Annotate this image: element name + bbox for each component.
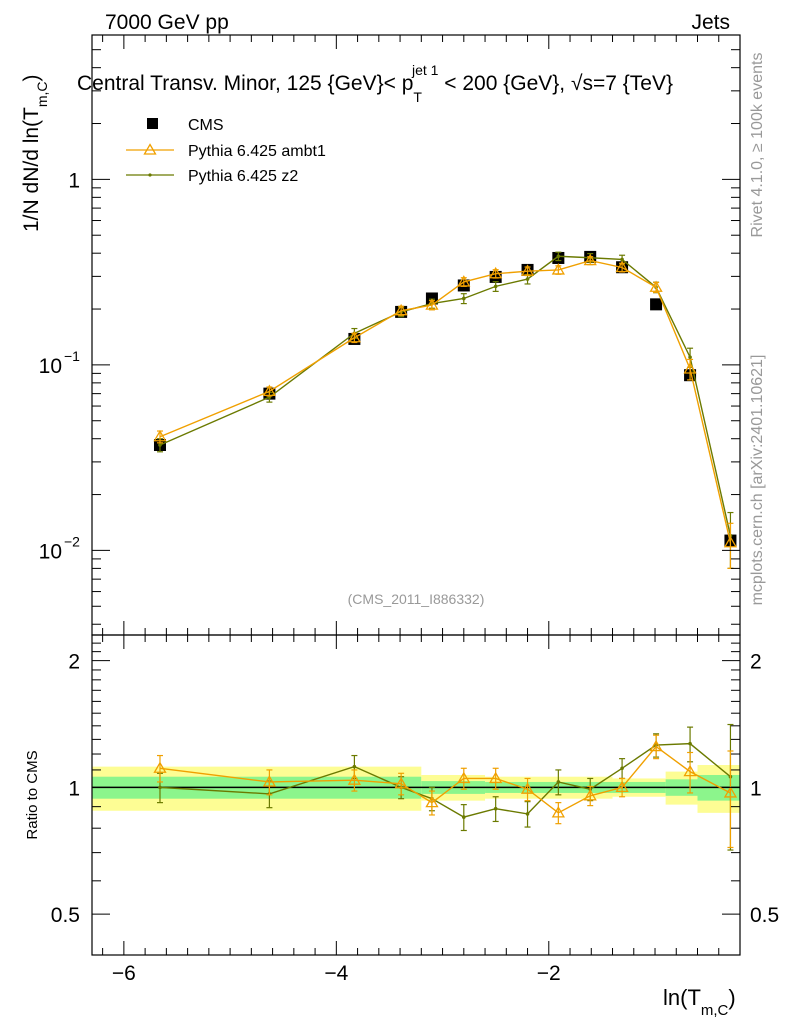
ambt1-main-point: [551, 263, 565, 275]
ambt1-main-point: [262, 384, 277, 397]
x-tick-label: −4: [324, 962, 348, 985]
legend-label-z2: Pythia 6.425 z2: [188, 168, 298, 185]
legend-marker-z2: [148, 173, 152, 177]
ratio-plot-frame: [91, 634, 741, 956]
z2-main-line: [159, 255, 732, 536]
cms-data-point: [650, 298, 663, 311]
ambt1-main-line: [159, 259, 732, 543]
plot-title-sup: jet 1: [411, 62, 439, 78]
ambt1-ratio-point: [425, 795, 439, 808]
ambt1-ratio-point: [347, 773, 362, 785]
z2-ratio-point: [462, 815, 466, 819]
x-axis-label-text: ln(T: [663, 985, 701, 1010]
z2-main-point: [556, 254, 561, 259]
ambt1-main-point: [583, 253, 597, 266]
ambt1-main-point: [520, 264, 535, 276]
ambt1-ratio-point: [615, 780, 629, 793]
ambt1-ratio-line: [159, 745, 731, 814]
z2-ratio-point: [493, 806, 498, 811]
legend-marker-ambt1: [143, 143, 157, 155]
y-ratio-tick-label-left: 1: [68, 777, 80, 800]
header-left: 7000 GeV pp: [105, 11, 229, 34]
y-ratio-tick-label-left: 0.5: [51, 904, 80, 927]
legend-label-cms: CMS: [188, 117, 224, 134]
analysis-reference: (CMS_2011_I886332): [348, 591, 485, 607]
ambt1-ratio-point: [683, 764, 697, 777]
side-label-mcplots: mcplots.cern.ch [arXiv:2401.10621]: [749, 355, 766, 606]
z2-ratio-point: [158, 785, 162, 790]
ambt1-ratio-point: [520, 782, 535, 794]
z2-main-point: [688, 355, 692, 360]
y-axis-label-ratio: Ratio to CMS: [24, 750, 41, 839]
x-axis-label-close: ): [728, 985, 735, 1010]
z2-ratio-point: [525, 812, 530, 816]
ambt1-ratio-point: [723, 786, 738, 798]
y-main-tick-exponent: −2: [64, 533, 80, 549]
y-axis-label-main-text: 1/N dN/d ln(T: [20, 107, 43, 232]
y-axis-label-main: 1/N dN/d ln(Tm,C): [20, 74, 50, 232]
y-main-tick-label: 1: [68, 169, 80, 192]
ambt1-main-point: [683, 362, 697, 374]
ambt1-ratio-point: [457, 771, 471, 784]
x-axis-label-sub: m,C: [701, 1002, 729, 1019]
z2-ratio-point: [556, 780, 561, 784]
y-main-tick-label: 10: [39, 540, 62, 563]
y-main-tick-exponent: −1: [64, 348, 80, 364]
z2-ratio-point: [620, 766, 624, 771]
legend: CMS Pythia 6.425 ambt1 Pythia 6.425 z2: [126, 117, 326, 185]
y-ratio-tick-label-left: 2: [68, 651, 80, 674]
ambt1-main-point: [649, 280, 663, 292]
ambt1-main-point: [489, 266, 503, 279]
legend-marker-cms: [147, 118, 158, 129]
z2-ratio-line: [159, 742, 731, 818]
x-tick-label: −2: [537, 962, 561, 985]
ambt1-main-point: [347, 330, 362, 343]
z2-main-point: [493, 284, 498, 289]
z2-ratio-point: [352, 764, 357, 769]
x-axis-label: ln(Tm,C): [663, 985, 736, 1019]
y-axis-label-main-sub: m,C: [34, 81, 50, 107]
ambt1-ratio-point: [153, 761, 167, 773]
z2-ratio-point: [688, 741, 692, 746]
y-ratio-tick-label-right: 0.5: [750, 904, 779, 927]
ambt1-main-point: [425, 298, 439, 310]
plot-title-sub: T: [413, 89, 422, 105]
ambt1-ratio-point: [649, 739, 663, 752]
y-ratio-tick-label-right: 1: [750, 777, 762, 800]
y-axis-label-main-close: ): [20, 74, 43, 81]
z2-main-point: [620, 257, 624, 262]
plot-title-tail: < 200 {GeV}, √s=7 {TeV}: [438, 72, 673, 95]
ambt1-main-point: [457, 275, 471, 287]
x-tick-label: −6: [112, 962, 136, 985]
y-ratio-tick-label-right: 2: [750, 651, 762, 674]
z2-main-point: [158, 443, 162, 447]
ambt1-ratio-point: [583, 788, 597, 801]
y-main-tick-label: 10: [39, 355, 62, 378]
ambt1-ratio-point: [489, 771, 503, 784]
legend-label-ambt1: Pythia 6.425 ambt1: [188, 143, 326, 160]
ambt1-main-point: [615, 260, 629, 273]
z2-main-point: [462, 296, 466, 301]
plot-title: Central Transv. Minor, 125 {GeV}< pTjet …: [77, 62, 673, 105]
z2-main-point: [525, 277, 530, 281]
ambt1-ratio-point: [262, 775, 277, 787]
series-marks: [153, 250, 738, 851]
ambt1-main-point: [153, 429, 167, 442]
ambt1-main-point: [723, 535, 738, 548]
header-right: Jets: [691, 11, 730, 34]
plot-title-main: Central Transv. Minor, 125 {GeV}< p: [77, 72, 413, 95]
side-label-rivet: Rivet 4.1.0, ≥ 100k events: [749, 53, 766, 238]
ambt1-ratio-point: [394, 776, 408, 789]
ambt1-main-point: [394, 303, 408, 316]
ambt1-ratio-point: [551, 806, 565, 818]
